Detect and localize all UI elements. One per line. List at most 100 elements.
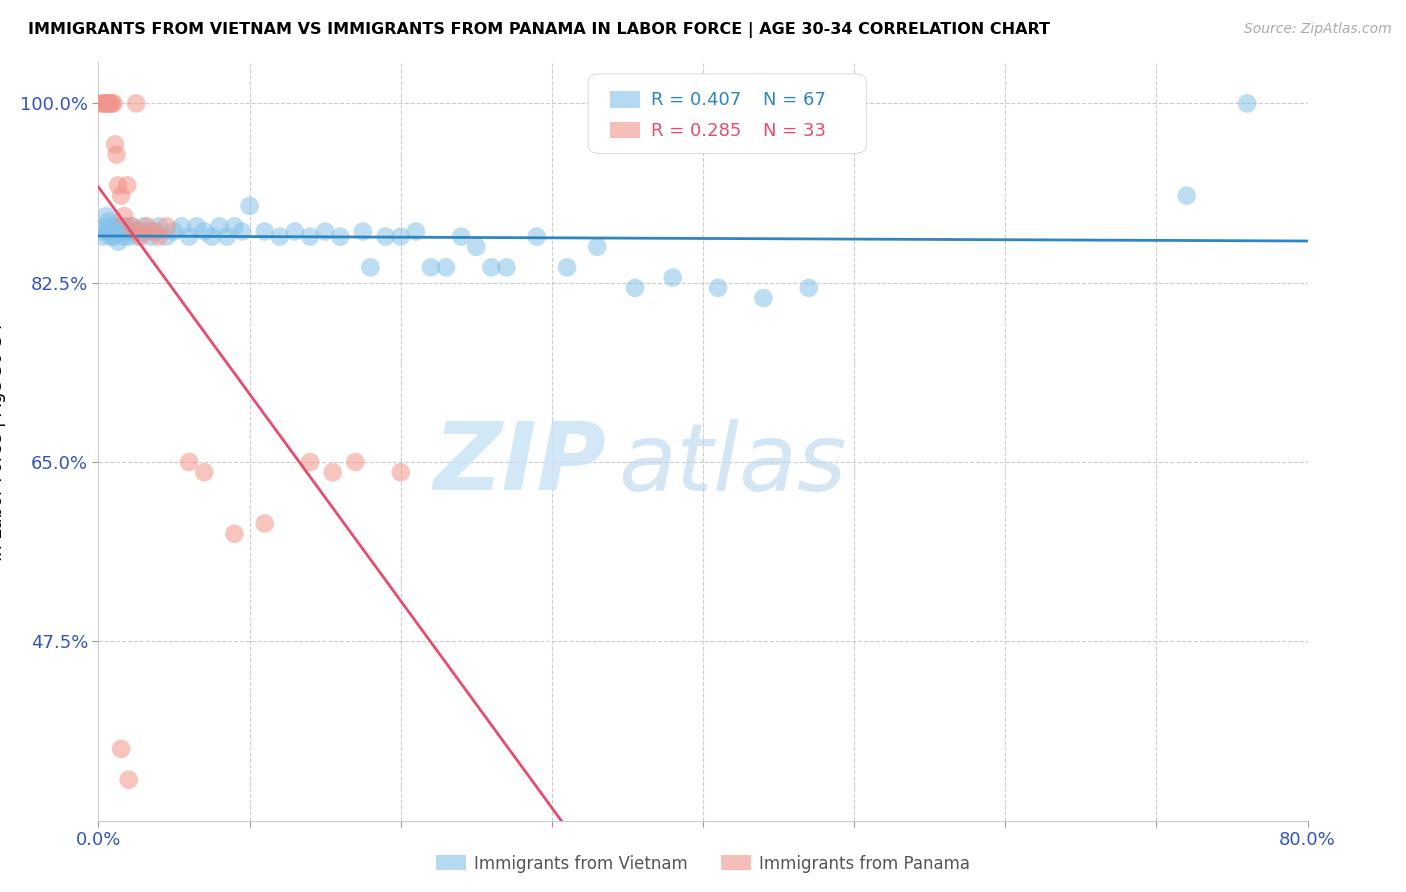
Point	[495, 260, 517, 275]
FancyBboxPatch shape	[588, 74, 866, 153]
Point	[253, 225, 276, 239]
Point	[148, 229, 170, 244]
Point	[360, 260, 382, 275]
Point	[224, 219, 246, 234]
Point	[121, 219, 143, 234]
Point	[129, 229, 152, 244]
Point	[186, 219, 208, 234]
Point	[661, 270, 683, 285]
Point	[135, 225, 157, 239]
Point	[193, 465, 215, 479]
Point	[103, 96, 125, 111]
Point	[96, 225, 118, 239]
Point	[481, 260, 503, 275]
Point	[142, 225, 165, 239]
Point	[90, 96, 112, 111]
Point	[239, 199, 262, 213]
Point	[155, 219, 177, 234]
Point	[105, 147, 128, 161]
Point	[389, 465, 412, 479]
Text: N = 33: N = 33	[763, 121, 827, 140]
Point	[98, 214, 121, 228]
Text: ZIP: ZIP	[433, 418, 606, 510]
Point	[100, 229, 122, 244]
Point	[104, 137, 127, 152]
Point	[1175, 188, 1198, 202]
Point	[110, 219, 132, 234]
Point	[124, 225, 146, 239]
Point	[129, 225, 152, 239]
Point	[135, 219, 157, 234]
Point	[101, 219, 124, 234]
Point	[141, 229, 163, 244]
Point	[224, 526, 246, 541]
Point	[269, 229, 291, 244]
Point	[215, 229, 238, 244]
Point	[96, 96, 118, 111]
Point	[797, 281, 820, 295]
Point	[284, 225, 307, 239]
Point	[93, 96, 115, 111]
Point	[179, 455, 201, 469]
Point	[118, 772, 141, 787]
Point	[94, 96, 117, 111]
Point	[389, 229, 412, 244]
Point	[112, 229, 135, 244]
Point	[91, 229, 114, 244]
Text: N = 67: N = 67	[763, 91, 827, 110]
Point	[93, 219, 115, 234]
Point	[108, 225, 131, 239]
Point	[145, 225, 167, 239]
Point	[163, 225, 186, 239]
Text: R = 0.285: R = 0.285	[651, 121, 741, 140]
Point	[94, 209, 117, 223]
Point	[118, 229, 141, 244]
Point	[111, 225, 134, 239]
Point	[104, 225, 127, 239]
Point	[624, 281, 647, 295]
Point	[405, 225, 427, 239]
Point	[329, 229, 352, 244]
Point	[555, 260, 578, 275]
Point	[352, 225, 374, 239]
Point	[127, 229, 149, 244]
Point	[170, 219, 193, 234]
Point	[231, 225, 253, 239]
Y-axis label: In Labor Force | Age 30-34: In Labor Force | Age 30-34	[0, 322, 6, 561]
Point	[132, 219, 155, 234]
Text: Source: ZipAtlas.com: Source: ZipAtlas.com	[1244, 22, 1392, 37]
Point	[344, 455, 367, 469]
Point	[100, 96, 122, 111]
Point	[105, 219, 128, 234]
Point	[374, 229, 396, 244]
Bar	[610, 121, 640, 138]
Point	[322, 465, 344, 479]
Point	[253, 516, 276, 531]
Point	[112, 209, 135, 223]
Point	[107, 178, 129, 193]
Point	[107, 235, 129, 249]
Point	[208, 219, 231, 234]
Legend: Immigrants from Vietnam, Immigrants from Panama: Immigrants from Vietnam, Immigrants from…	[429, 848, 977, 880]
Point	[201, 229, 224, 244]
Point	[193, 225, 215, 239]
Point	[1236, 96, 1258, 111]
Point	[90, 225, 112, 239]
Point	[125, 225, 148, 239]
Point	[103, 229, 125, 244]
Point	[299, 229, 322, 244]
Point	[115, 178, 138, 193]
Point	[155, 229, 177, 244]
Point	[299, 455, 322, 469]
Point	[526, 229, 548, 244]
Point	[91, 96, 114, 111]
Text: atlas: atlas	[619, 418, 846, 510]
Point	[450, 229, 472, 244]
Point	[98, 96, 121, 111]
Text: IMMIGRANTS FROM VIETNAM VS IMMIGRANTS FROM PANAMA IN LABOR FORCE | AGE 30-34 COR: IMMIGRANTS FROM VIETNAM VS IMMIGRANTS FR…	[28, 22, 1050, 38]
Point	[586, 240, 609, 254]
Point	[101, 96, 124, 111]
Point	[114, 219, 136, 234]
Point	[465, 240, 488, 254]
Point	[179, 229, 201, 244]
